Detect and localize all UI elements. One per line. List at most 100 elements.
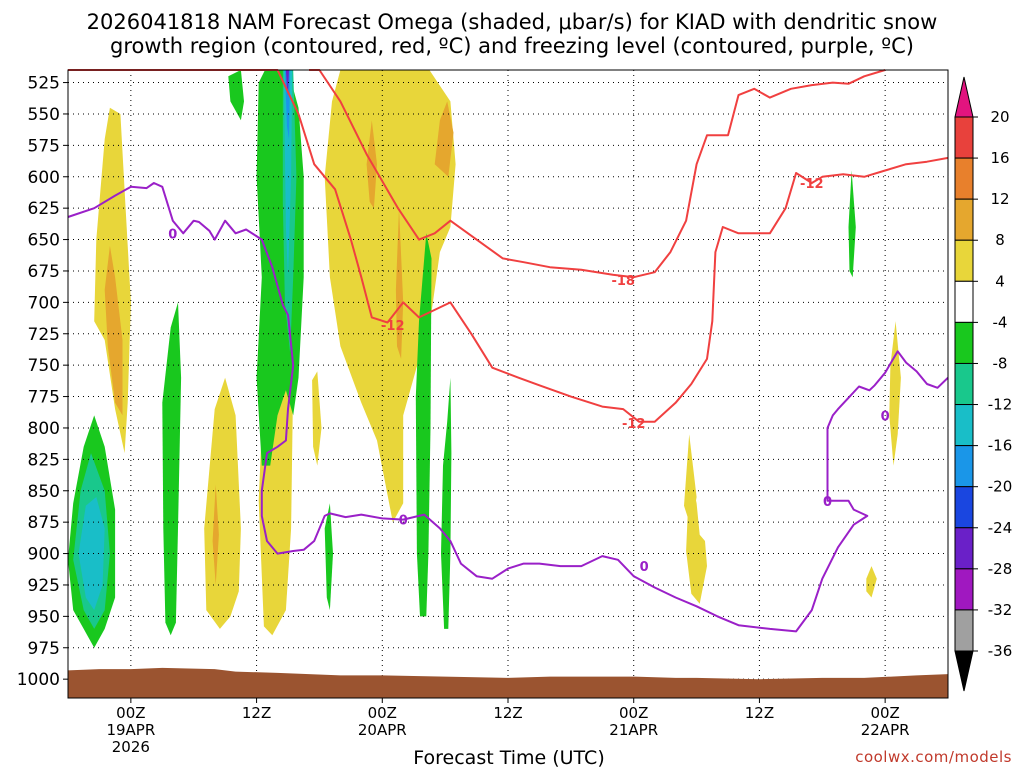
omega-region-25 xyxy=(324,503,333,611)
purple-contour-label-4: 0 xyxy=(823,495,832,510)
x-tick-label-36-0: 12Z xyxy=(493,704,522,722)
x-tick-label-0-2: 2026 xyxy=(112,738,150,756)
colorbar-bin-4 xyxy=(954,280,974,323)
x-axis-label: Forecast Time (UTC) xyxy=(413,747,604,768)
purple-contour-label-1: 0 xyxy=(399,514,408,529)
colorbar-bottom-extend xyxy=(954,650,974,692)
colorbar-bin-2 xyxy=(954,198,974,241)
colorbar-label-7: -12 xyxy=(988,396,1013,414)
omega-region-7 xyxy=(324,70,456,523)
y-tick-label-725: 725 xyxy=(28,325,60,345)
y-tick-label-650: 650 xyxy=(28,231,60,251)
colorbar-label-6: -8 xyxy=(993,354,1008,372)
omega-region-13 xyxy=(889,321,901,466)
x-tick-label-0-0: 00Z xyxy=(116,704,145,722)
omega-region-1 xyxy=(104,245,123,416)
red-contour-label-2: -12 xyxy=(622,417,646,432)
colorbar-bin-8 xyxy=(954,445,974,488)
y-tick-label-1000: 1000 xyxy=(17,670,60,690)
purple-contour-0 xyxy=(67,182,949,633)
omega-region-27 xyxy=(441,377,452,629)
y-axis: 525 550 575 600 625 650 675 700 725 750 775 800 825 8… xyxy=(17,74,68,690)
x-tick-label-72-0: 00Z xyxy=(870,704,899,722)
red-contour-1 xyxy=(309,69,886,279)
grid xyxy=(68,70,948,698)
omega-region-18 xyxy=(162,302,182,636)
y-tick-label-875: 875 xyxy=(28,513,60,533)
x-tick-label-24-0: 00Z xyxy=(368,704,397,722)
y-tick-label-825: 825 xyxy=(28,450,60,470)
y-tick-label-625: 625 xyxy=(28,199,60,219)
omega-region-24 xyxy=(285,70,289,96)
plot-area: -12 -18 -12 -12 0 0 0 0 0 xyxy=(67,69,949,699)
omega-region-9 xyxy=(395,208,404,359)
colorbar-label-8: -16 xyxy=(988,437,1013,455)
y-tick-label-600: 600 xyxy=(28,168,60,188)
colorbar-bin-10 xyxy=(954,527,974,570)
omega-region-28 xyxy=(848,170,856,278)
colorbar-bin-6 xyxy=(954,362,974,406)
y-tick-label-900: 900 xyxy=(28,545,60,565)
omega-region-17 xyxy=(78,497,105,611)
y-tick-label-575: 575 xyxy=(28,136,60,156)
y-tick-label-850: 850 xyxy=(28,482,60,502)
surface-terrain xyxy=(68,667,948,698)
x-tick-label-12-0: 12Z xyxy=(242,704,271,722)
omega-region-6 xyxy=(312,371,322,466)
colorbar-bin-12 xyxy=(954,609,974,652)
colorbar-label-5: -4 xyxy=(993,313,1008,331)
x-tick-label-60-0: 12Z xyxy=(745,704,774,722)
colorbar-label-10: -24 xyxy=(988,519,1013,537)
red-contour-label-3: -12 xyxy=(800,177,824,192)
colorbar-bin-9 xyxy=(954,486,974,529)
colorbar-label-4: 4 xyxy=(995,272,1005,290)
colorbar-bin-0 xyxy=(954,116,974,159)
colorbar-label-11: -28 xyxy=(988,560,1013,578)
colorbar-bin-3 xyxy=(954,239,974,282)
omega-region-26 xyxy=(415,233,432,617)
colorbar-label-2: 12 xyxy=(990,190,1009,208)
x-tick-label-48-1: 21APR xyxy=(609,721,658,739)
omega-shading xyxy=(68,70,901,648)
title-line-1: 2026041818 NAM Forecast Omega (shaded, μ… xyxy=(87,10,938,34)
purple-contour-label-3: 0 xyxy=(881,409,890,424)
colorbar-bin-5 xyxy=(954,321,974,364)
colorbar-label-9: -20 xyxy=(988,478,1013,496)
colorbar-label-0: 20 xyxy=(990,108,1009,126)
colorbar: 20 16 12 8 4 -4 -8 -12 -16 -20 -24 -28 -32 -36 xyxy=(954,76,1013,692)
omega-region-14 xyxy=(866,566,877,598)
y-tick-label-525: 525 xyxy=(28,74,60,94)
omega-region-5 xyxy=(228,541,238,611)
credit-text: coolwx.com/models xyxy=(855,748,1012,766)
chart-title: 2026041818 NAM Forecast Omega (shaded, μ… xyxy=(87,10,938,58)
omega-region-3 xyxy=(212,484,219,585)
red-contour-0 xyxy=(68,69,949,423)
y-tick-label-800: 800 xyxy=(28,419,60,439)
y-tick-label-700: 700 xyxy=(28,293,60,313)
y-tick-label-750: 750 xyxy=(28,356,60,376)
colorbar-label-13: -36 xyxy=(988,642,1013,660)
colorbar-bin-11 xyxy=(954,568,974,611)
purple-contour-label-0: 0 xyxy=(168,227,177,242)
red-contour-label-0: -12 xyxy=(381,319,405,334)
x-tick-label-0-1: 19APR xyxy=(106,721,155,739)
colorbar-bin-1 xyxy=(954,157,974,200)
omega-region-19 xyxy=(228,70,244,121)
colorbar-label-3: 8 xyxy=(995,231,1005,249)
omega-region-12 xyxy=(684,434,697,529)
omega-region-22 xyxy=(283,70,293,278)
plot-background xyxy=(68,70,948,698)
y-tick-label-950: 950 xyxy=(28,607,60,627)
red-contour-label-1: -18 xyxy=(611,274,635,289)
contours: -12 -18 -12 -12 0 0 0 0 0 xyxy=(67,69,949,633)
y-tick-label-975: 975 xyxy=(28,639,60,659)
colorbar-label-1: 16 xyxy=(990,149,1009,167)
colorbar-top-extend xyxy=(954,76,974,118)
x-tick-label-48-0: 00Z xyxy=(619,704,648,722)
colorbar-label-12: -32 xyxy=(988,601,1013,619)
y-tick-label-675: 675 xyxy=(28,262,60,282)
y-tick-label-775: 775 xyxy=(28,388,60,408)
x-tick-label-72-1: 22APR xyxy=(861,721,910,739)
